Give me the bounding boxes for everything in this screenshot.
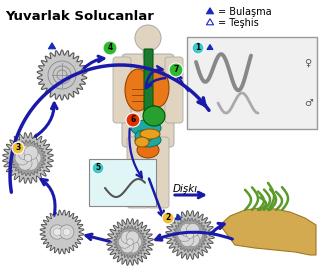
Text: Dişkı: Dişkı — [173, 184, 198, 194]
Circle shape — [18, 146, 32, 160]
Circle shape — [27, 151, 41, 165]
Ellipse shape — [140, 129, 160, 139]
Polygon shape — [220, 208, 316, 255]
Circle shape — [187, 232, 193, 238]
Circle shape — [24, 146, 38, 160]
FancyBboxPatch shape — [187, 37, 317, 129]
Circle shape — [126, 231, 139, 244]
Text: 5: 5 — [95, 164, 100, 172]
Circle shape — [92, 162, 104, 174]
Polygon shape — [114, 226, 146, 259]
Circle shape — [24, 154, 32, 162]
FancyBboxPatch shape — [89, 159, 156, 206]
Text: Yuvarlak Solucanlar: Yuvarlak Solucanlar — [5, 10, 154, 23]
Circle shape — [178, 228, 191, 242]
FancyBboxPatch shape — [113, 57, 131, 123]
Ellipse shape — [135, 130, 153, 142]
Ellipse shape — [147, 69, 169, 107]
Circle shape — [180, 224, 194, 237]
Circle shape — [121, 231, 134, 244]
Circle shape — [186, 233, 199, 247]
FancyBboxPatch shape — [143, 49, 153, 59]
Text: 1: 1 — [196, 44, 201, 52]
Ellipse shape — [143, 106, 165, 126]
Circle shape — [135, 25, 161, 51]
Ellipse shape — [135, 133, 161, 147]
Circle shape — [103, 41, 117, 55]
Circle shape — [15, 151, 29, 165]
Polygon shape — [207, 44, 213, 49]
Circle shape — [192, 42, 204, 54]
Text: ♂: ♂ — [304, 98, 313, 108]
Ellipse shape — [137, 142, 159, 158]
FancyBboxPatch shape — [122, 54, 174, 147]
Circle shape — [24, 156, 38, 170]
Circle shape — [186, 224, 199, 237]
Polygon shape — [10, 140, 46, 176]
Polygon shape — [206, 8, 214, 14]
Polygon shape — [48, 43, 56, 49]
FancyBboxPatch shape — [144, 49, 153, 119]
FancyBboxPatch shape — [147, 137, 169, 208]
Polygon shape — [3, 133, 53, 183]
Circle shape — [180, 233, 194, 247]
Circle shape — [189, 228, 202, 242]
Polygon shape — [166, 211, 214, 259]
Ellipse shape — [135, 137, 149, 147]
Circle shape — [126, 240, 139, 253]
Circle shape — [127, 239, 133, 245]
Circle shape — [169, 63, 183, 77]
Circle shape — [60, 225, 74, 239]
Text: 2: 2 — [165, 214, 171, 222]
Circle shape — [12, 142, 24, 154]
Text: 6: 6 — [130, 115, 136, 125]
Ellipse shape — [125, 69, 151, 111]
Circle shape — [18, 156, 32, 170]
Text: = Bulaşma: = Bulaşma — [218, 7, 272, 17]
Ellipse shape — [131, 120, 161, 136]
Polygon shape — [175, 214, 181, 220]
Circle shape — [121, 240, 134, 253]
Circle shape — [126, 113, 140, 127]
Text: 4: 4 — [108, 44, 113, 52]
Circle shape — [118, 236, 131, 248]
Circle shape — [63, 228, 70, 236]
Circle shape — [129, 236, 142, 248]
Polygon shape — [40, 210, 84, 254]
Text: = Teşhis: = Teşhis — [218, 18, 259, 28]
FancyBboxPatch shape — [127, 137, 149, 208]
Circle shape — [50, 225, 64, 239]
Polygon shape — [37, 50, 87, 100]
Circle shape — [53, 228, 61, 236]
Text: ♀: ♀ — [304, 58, 311, 68]
Polygon shape — [107, 219, 153, 265]
Text: 7: 7 — [173, 65, 179, 75]
Circle shape — [162, 212, 174, 224]
Polygon shape — [173, 218, 207, 252]
FancyBboxPatch shape — [165, 57, 183, 123]
Text: 3: 3 — [15, 143, 20, 153]
